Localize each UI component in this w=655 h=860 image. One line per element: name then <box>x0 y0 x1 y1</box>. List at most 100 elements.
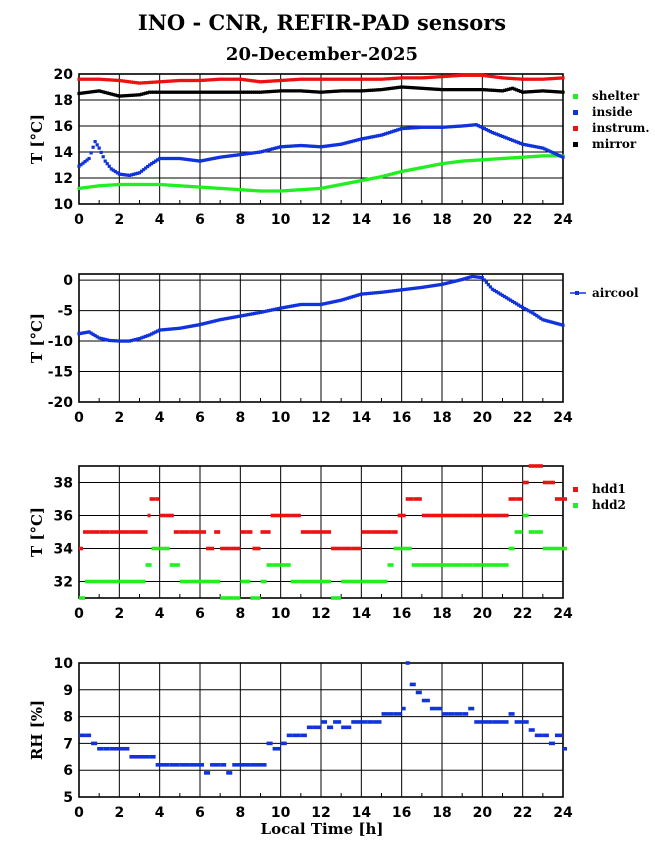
data-point <box>244 313 248 317</box>
data-point <box>480 126 484 130</box>
data-point <box>472 563 483 567</box>
data-point <box>188 184 192 189</box>
data-point <box>323 144 327 148</box>
data-point <box>389 289 394 293</box>
data-point <box>262 90 267 94</box>
data-point <box>492 288 497 293</box>
data-point <box>131 338 136 342</box>
data-point <box>396 288 400 292</box>
data-point <box>166 183 170 187</box>
data-point <box>275 307 279 311</box>
data-point <box>311 187 315 191</box>
data-point <box>77 164 81 168</box>
data-point <box>490 75 495 79</box>
data-point <box>103 159 107 163</box>
x-tick-label: 18 <box>432 410 451 426</box>
data-point <box>549 89 553 94</box>
data-point <box>438 125 442 129</box>
data-point <box>496 157 501 161</box>
data-point <box>543 147 547 151</box>
data-point <box>155 763 160 767</box>
data-point <box>129 80 134 84</box>
data-point <box>107 78 111 82</box>
data-point <box>260 80 265 84</box>
data-point <box>129 755 140 759</box>
data-point <box>397 513 406 518</box>
data-point <box>315 187 319 191</box>
data-point <box>406 287 410 291</box>
data-point <box>240 530 247 534</box>
data-point <box>355 77 359 81</box>
data-point <box>323 186 327 190</box>
data-point <box>545 77 549 81</box>
data-point <box>351 294 355 299</box>
data-point <box>502 88 507 92</box>
data-point <box>325 90 329 94</box>
data-point <box>145 182 150 187</box>
data-point <box>321 302 325 306</box>
data-point <box>169 563 180 567</box>
data-point <box>149 497 156 501</box>
data-point <box>460 124 464 128</box>
data-point <box>462 513 473 518</box>
data-point <box>448 125 452 129</box>
data-point <box>238 90 242 94</box>
data-point <box>498 292 503 296</box>
data-point <box>551 76 555 81</box>
data-point <box>103 746 110 751</box>
data-point <box>301 187 305 192</box>
data-point <box>448 88 452 92</box>
data-point <box>410 167 414 172</box>
data-point <box>164 156 168 161</box>
data-point <box>527 309 531 313</box>
data-point <box>375 134 380 138</box>
data-point <box>541 154 545 158</box>
data-point <box>200 159 204 163</box>
data-point <box>365 136 369 140</box>
data-point <box>95 184 99 188</box>
data-point <box>194 78 198 83</box>
data-point <box>85 158 89 162</box>
x-tick-label: 4 <box>155 606 165 622</box>
data-point <box>147 513 151 518</box>
data-point <box>504 88 509 92</box>
data-point <box>81 91 85 95</box>
data-point <box>91 332 95 336</box>
data-point <box>452 160 456 164</box>
data-point <box>335 77 339 81</box>
data-point <box>416 76 420 80</box>
data-point <box>299 302 303 307</box>
data-point <box>119 172 123 176</box>
data-point <box>428 125 432 129</box>
data-point <box>492 75 497 79</box>
data-point <box>254 150 259 155</box>
data-point <box>285 189 289 193</box>
data-point <box>117 172 121 176</box>
data-point <box>234 153 238 157</box>
data-point <box>292 733 301 738</box>
data-point <box>196 90 200 94</box>
data-point <box>412 286 416 290</box>
data-point <box>476 73 480 77</box>
data-point <box>537 89 541 93</box>
x-tick-label: 2 <box>114 606 124 622</box>
data-point <box>400 169 404 174</box>
data-point <box>490 287 495 291</box>
data-point <box>168 156 172 161</box>
data-point <box>367 720 374 724</box>
data-point <box>410 287 414 291</box>
data-point <box>410 86 414 90</box>
data-point <box>438 87 442 92</box>
data-point <box>190 158 194 162</box>
data-point <box>458 278 462 282</box>
data-point <box>218 186 222 190</box>
series-hdd2 <box>79 513 567 600</box>
data-point <box>77 77 81 81</box>
data-point <box>202 78 206 82</box>
data-point <box>119 339 123 343</box>
data-point <box>293 303 297 308</box>
data-point <box>466 73 470 77</box>
data-point <box>176 156 180 161</box>
data-point <box>85 733 92 738</box>
data-point <box>226 187 230 191</box>
